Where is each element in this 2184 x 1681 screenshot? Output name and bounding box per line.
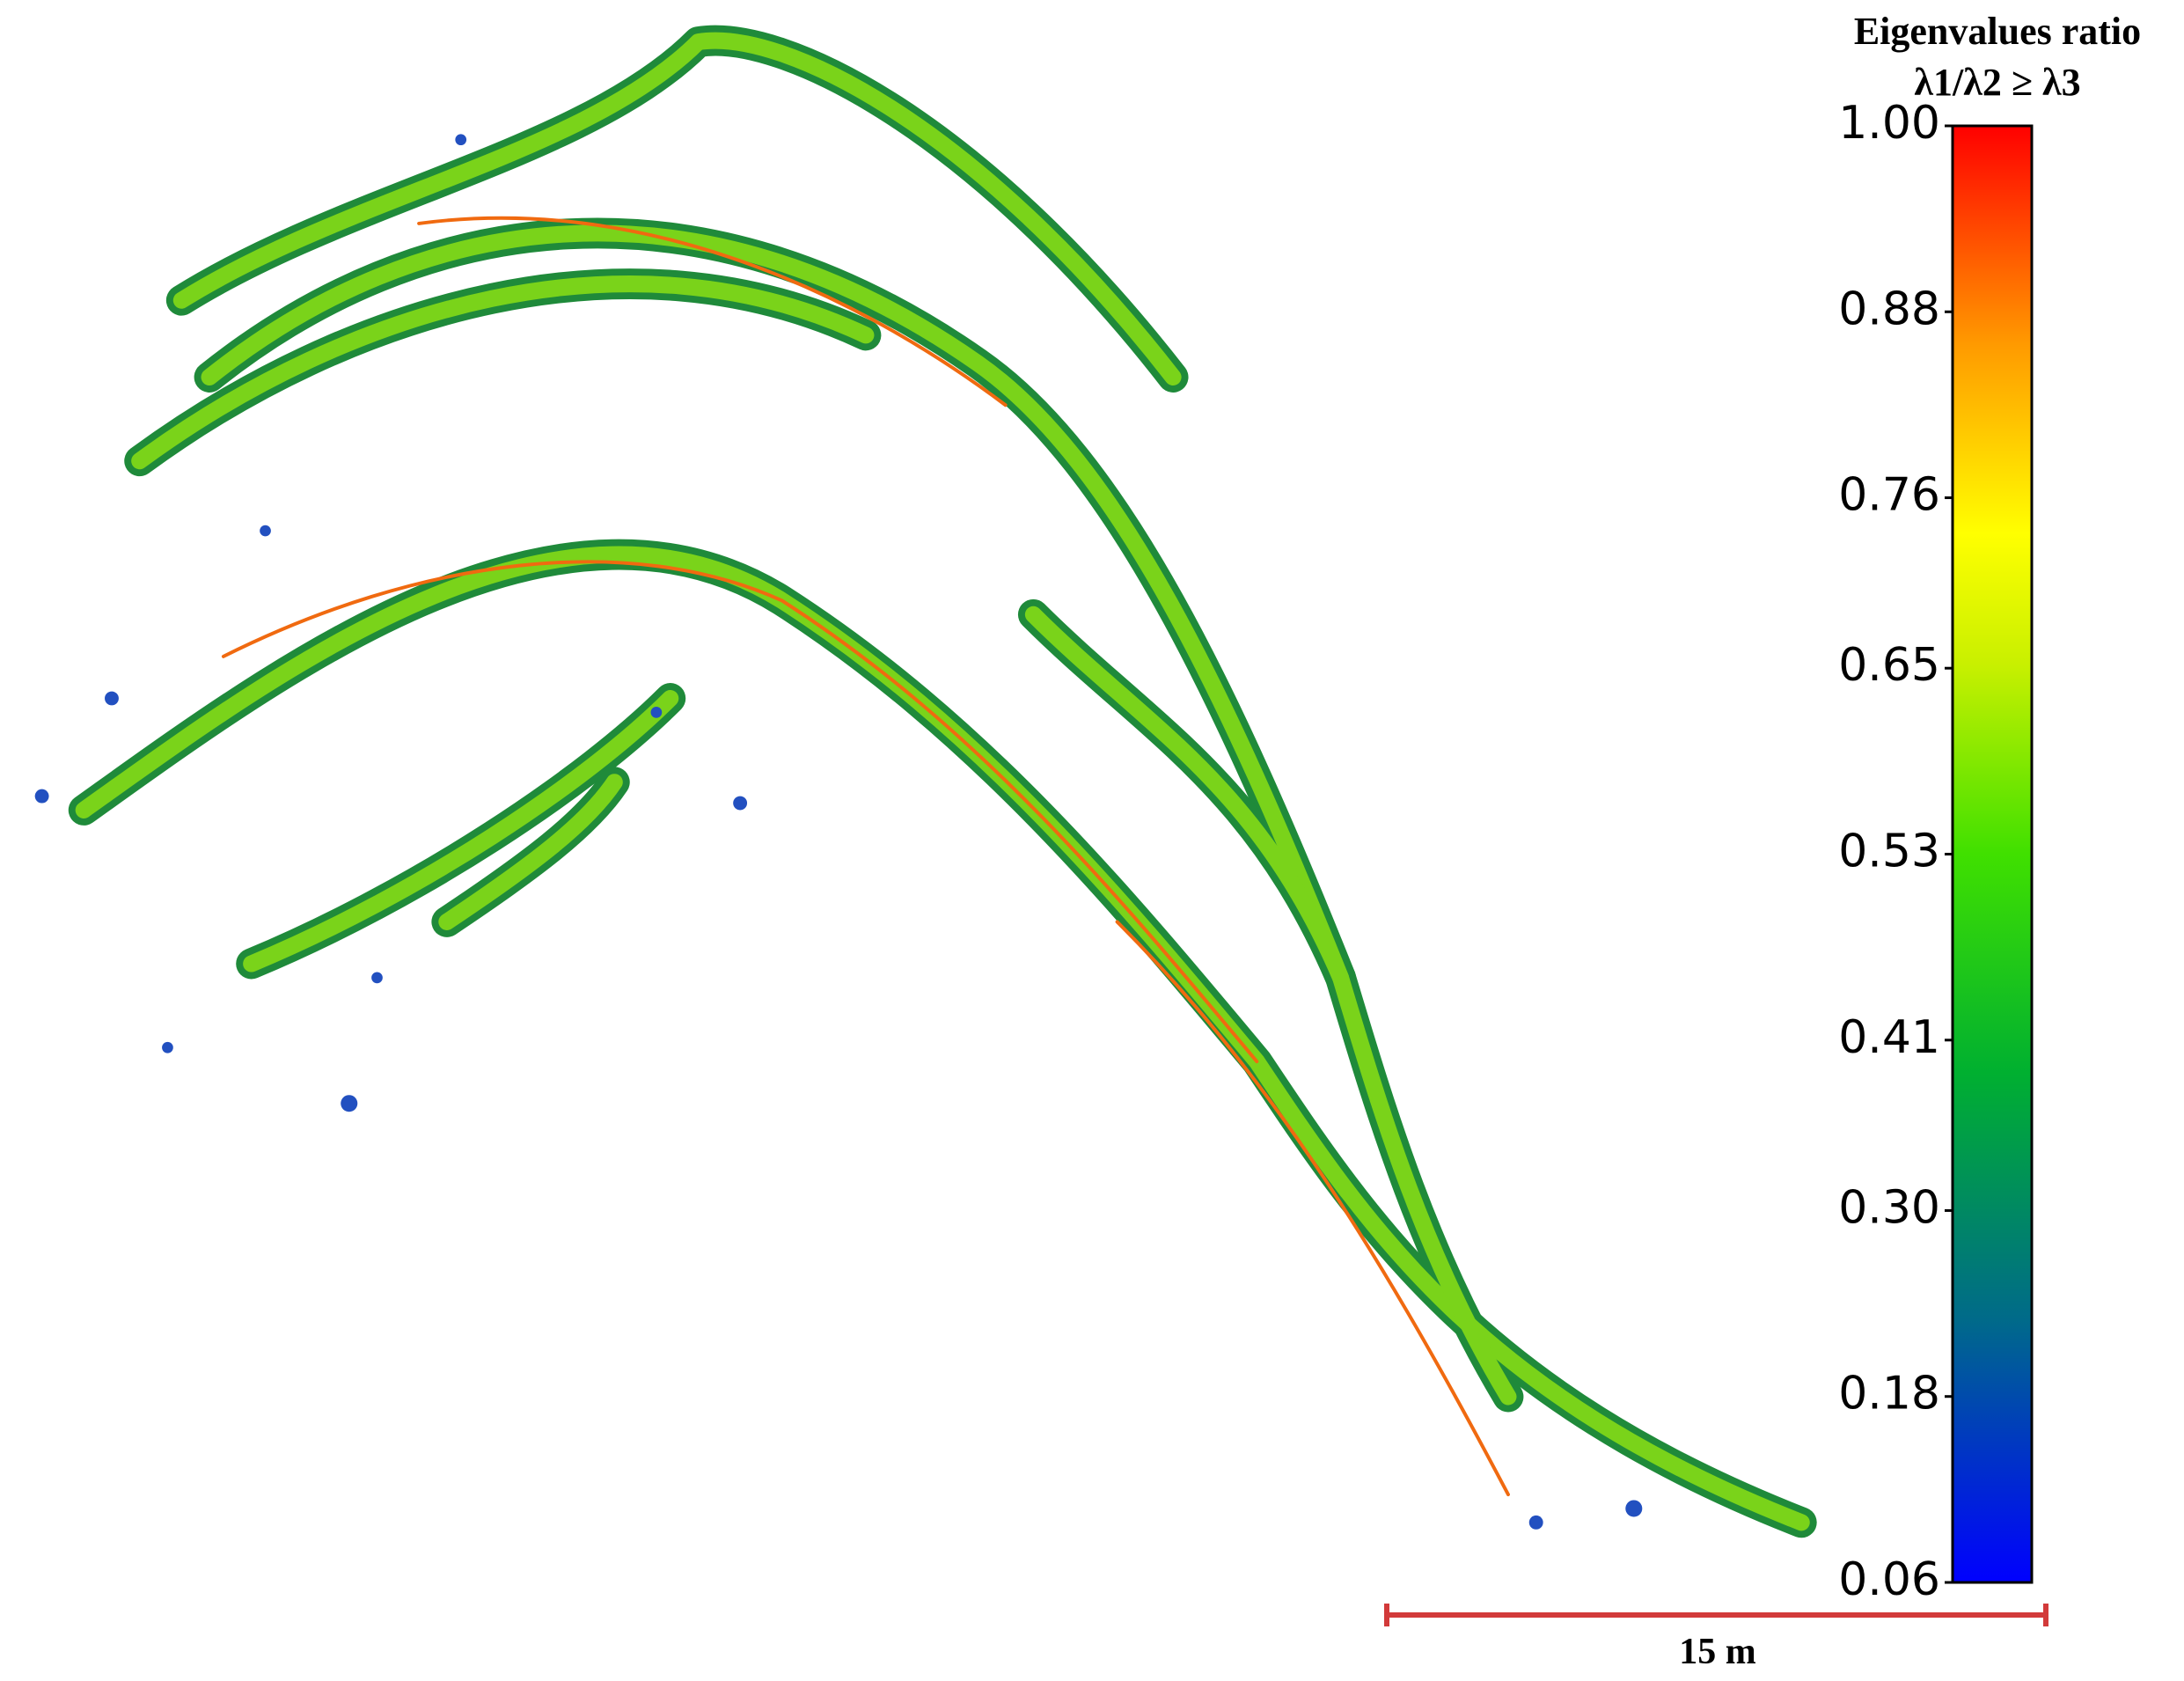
- scale-bar-label: 15 m: [1679, 1632, 1756, 1672]
- colorbar-tick-label: 1.00: [1838, 97, 1940, 150]
- colorbar-tick-label: 0.30: [1838, 1181, 1940, 1234]
- colorbar-tick-label: 0.76: [1838, 469, 1940, 522]
- colorbar-title: Eigenvalues ratio: [1854, 10, 2141, 53]
- colorbar: [1951, 124, 2034, 1584]
- colorbar-tick-label: 0.53: [1838, 826, 1940, 878]
- point-cloud: [34, 25, 1817, 1538]
- colorbar-subtitle: λ1/λ2 ≥ λ3: [1914, 61, 2080, 104]
- colorbar-tick-label: 0.88: [1838, 283, 1940, 335]
- colorbar-tick-label: 0.18: [1838, 1368, 1940, 1420]
- colorbar-tick-label: 0.06: [1838, 1553, 1940, 1606]
- colorbar-tick-label: 0.41: [1838, 1011, 1940, 1064]
- colorbar-tick-label: 0.65: [1838, 639, 1940, 692]
